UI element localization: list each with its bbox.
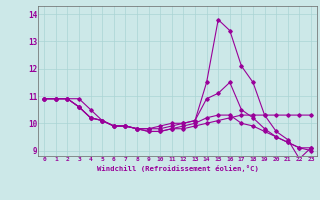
X-axis label: Windchill (Refroidissement éolien,°C): Windchill (Refroidissement éolien,°C): [97, 165, 259, 172]
